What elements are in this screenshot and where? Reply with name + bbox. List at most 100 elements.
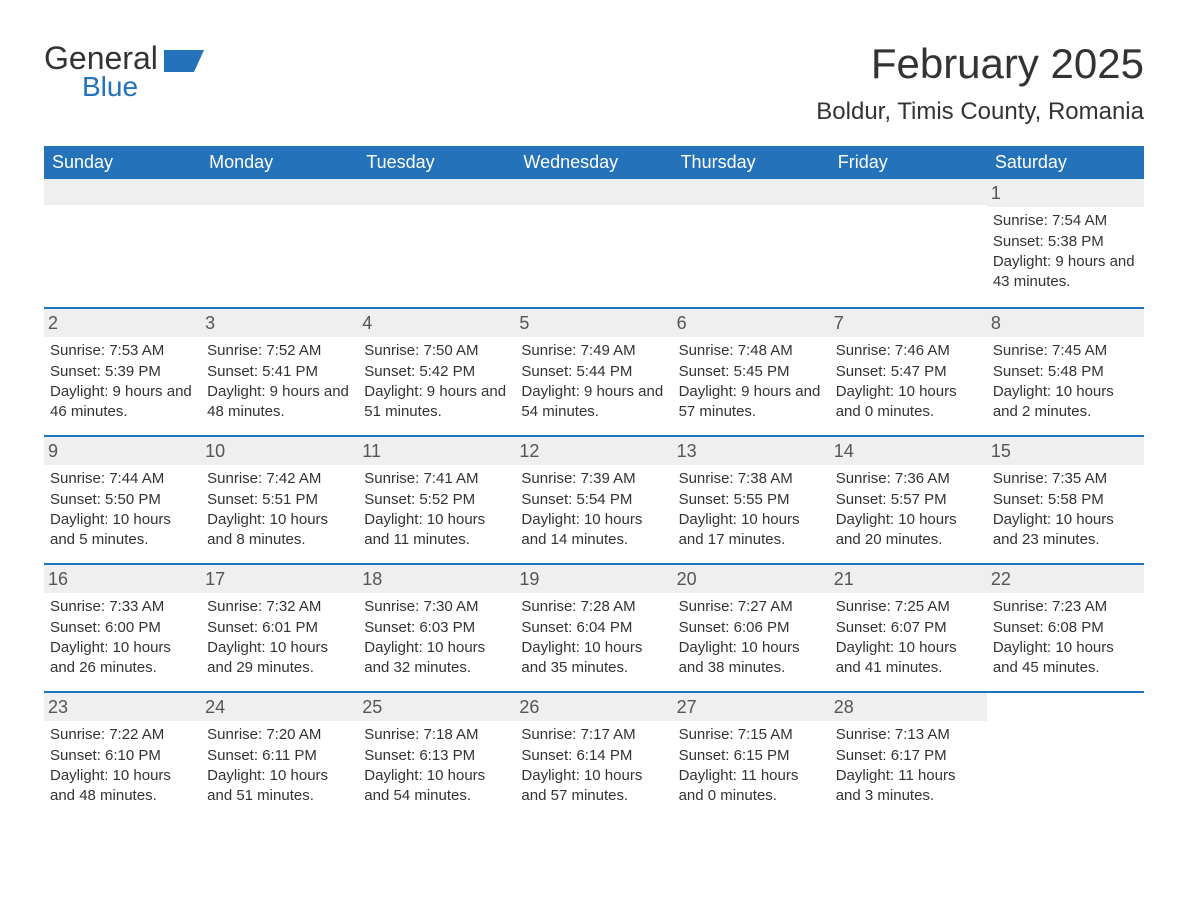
day-cell: 20Sunrise: 7:27 AMSunset: 6:06 PMDayligh… [673, 565, 830, 691]
empty-day [515, 179, 672, 205]
day-number: 26 [515, 693, 672, 721]
day-number: 9 [44, 437, 201, 465]
day-cell: 7Sunrise: 7:46 AMSunset: 5:47 PMDaylight… [830, 309, 987, 435]
sunrise-text: Sunrise: 7:39 AM [521, 469, 666, 489]
sunset-text: Sunset: 6:03 PM [364, 618, 509, 638]
day-cell: 9 Sunrise: 7:44 AMSunset: 5:50 PMDaylight… [44, 437, 201, 563]
day-cell: 19Sunrise: 7:28 AMSunset: 6:04 PMDayligh… [515, 565, 672, 691]
day-cell: 17Sunrise: 7:32 AMSunset: 6:01 PMDayligh… [201, 565, 358, 691]
daylight-text: Daylight: 10 hours and 29 minutes. [207, 638, 352, 679]
day-cell [673, 179, 830, 307]
sunrise-text: Sunrise: 7:28 AM [521, 597, 666, 617]
day-cell: 13Sunrise: 7:38 AMSunset: 5:55 PMDayligh… [673, 437, 830, 563]
sunrise-text: Sunrise: 7:30 AM [364, 597, 509, 617]
empty-day [358, 179, 515, 205]
day-info: Sunrise: 7:32 AMSunset: 6:01 PMDaylight:… [207, 597, 352, 678]
weekday-header-cell: Sunday [44, 146, 201, 179]
day-cell: 8Sunrise: 7:45 AMSunset: 5:48 PMDaylight… [987, 309, 1144, 435]
day-cell: 6Sunrise: 7:48 AMSunset: 5:45 PMDaylight… [673, 309, 830, 435]
sunrise-text: Sunrise: 7:50 AM [364, 341, 509, 361]
daylight-text: Daylight: 10 hours and 5 minutes. [50, 510, 195, 551]
daylight-text: Daylight: 9 hours and 51 minutes. [364, 382, 509, 423]
weekday-header-cell: Thursday [673, 146, 830, 179]
logo: General Blue [44, 40, 204, 103]
daylight-text: Daylight: 10 hours and 11 minutes. [364, 510, 509, 551]
day-info: Sunrise: 7:46 AMSunset: 5:47 PMDaylight:… [836, 341, 981, 422]
sunrise-text: Sunrise: 7:17 AM [521, 725, 666, 745]
sunset-text: Sunset: 6:17 PM [836, 746, 981, 766]
sunrise-text: Sunrise: 7:15 AM [679, 725, 824, 745]
daylight-text: Daylight: 10 hours and 2 minutes. [993, 382, 1138, 423]
calendar: SundayMondayTuesdayWednesdayThursdayFrid… [44, 146, 1144, 819]
daylight-text: Daylight: 10 hours and 41 minutes. [836, 638, 981, 679]
sunrise-text: Sunrise: 7:25 AM [836, 597, 981, 617]
week-row: 23Sunrise: 7:22 AMSunset: 6:10 PMDayligh… [44, 691, 1144, 819]
sunset-text: Sunset: 5:58 PM [993, 490, 1138, 510]
day-info: Sunrise: 7:44 AMSunset: 5:50 PMDaylight:… [50, 469, 195, 550]
day-number: 10 [201, 437, 358, 465]
daylight-text: Daylight: 10 hours and 14 minutes. [521, 510, 666, 551]
sunset-text: Sunset: 5:45 PM [679, 362, 824, 382]
day-number: 5 [515, 309, 672, 337]
day-info: Sunrise: 7:17 AMSunset: 6:14 PMDaylight:… [521, 725, 666, 806]
sunrise-text: Sunrise: 7:22 AM [50, 725, 195, 745]
daylight-text: Daylight: 10 hours and 51 minutes. [207, 766, 352, 807]
sunset-text: Sunset: 6:13 PM [364, 746, 509, 766]
day-number: 25 [358, 693, 515, 721]
daylight-text: Daylight: 10 hours and 17 minutes. [679, 510, 824, 551]
daylight-text: Daylight: 10 hours and 8 minutes. [207, 510, 352, 551]
weekday-header-row: SundayMondayTuesdayWednesdayThursdayFrid… [44, 146, 1144, 179]
day-info: Sunrise: 7:22 AMSunset: 6:10 PMDaylight:… [50, 725, 195, 806]
sunrise-text: Sunrise: 7:41 AM [364, 469, 509, 489]
day-info: Sunrise: 7:39 AMSunset: 5:54 PMDaylight:… [521, 469, 666, 550]
day-cell: 5Sunrise: 7:49 AMSunset: 5:44 PMDaylight… [515, 309, 672, 435]
weekday-header-cell: Tuesday [358, 146, 515, 179]
title-block: February 2025 Boldur, Timis County, Roma… [816, 40, 1144, 126]
week-row: 2Sunrise: 7:53 AMSunset: 5:39 PMDaylight… [44, 307, 1144, 435]
day-cell: 2Sunrise: 7:53 AMSunset: 5:39 PMDaylight… [44, 309, 201, 435]
sunset-text: Sunset: 5:47 PM [836, 362, 981, 382]
sunset-text: Sunset: 5:42 PM [364, 362, 509, 382]
day-cell [358, 179, 515, 307]
sunrise-text: Sunrise: 7:46 AM [836, 341, 981, 361]
sunset-text: Sunset: 5:39 PM [50, 362, 195, 382]
day-cell [987, 693, 1144, 819]
sunrise-text: Sunrise: 7:42 AM [207, 469, 352, 489]
day-number: 8 [987, 309, 1144, 337]
daylight-text: Daylight: 11 hours and 3 minutes. [836, 766, 981, 807]
day-cell: 1Sunrise: 7:54 AMSunset: 5:38 PMDaylight… [987, 179, 1144, 307]
day-number: 15 [987, 437, 1144, 465]
day-info: Sunrise: 7:50 AMSunset: 5:42 PMDaylight:… [364, 341, 509, 422]
sunrise-text: Sunrise: 7:23 AM [993, 597, 1138, 617]
daylight-text: Daylight: 10 hours and 35 minutes. [521, 638, 666, 679]
day-number: 22 [987, 565, 1144, 593]
day-number: 16 [44, 565, 201, 593]
day-number: 14 [830, 437, 987, 465]
day-info: Sunrise: 7:25 AMSunset: 6:07 PMDaylight:… [836, 597, 981, 678]
sunrise-text: Sunrise: 7:53 AM [50, 341, 195, 361]
day-cell: 12Sunrise: 7:39 AMSunset: 5:54 PMDayligh… [515, 437, 672, 563]
day-info: Sunrise: 7:13 AMSunset: 6:17 PMDaylight:… [836, 725, 981, 806]
sunset-text: Sunset: 5:44 PM [521, 362, 666, 382]
sunset-text: Sunset: 5:52 PM [364, 490, 509, 510]
daylight-text: Daylight: 10 hours and 48 minutes. [50, 766, 195, 807]
day-cell: 28Sunrise: 7:13 AMSunset: 6:17 PMDayligh… [830, 693, 987, 819]
sunset-text: Sunset: 6:06 PM [679, 618, 824, 638]
daylight-text: Daylight: 10 hours and 32 minutes. [364, 638, 509, 679]
daylight-text: Daylight: 10 hours and 0 minutes. [836, 382, 981, 423]
location-text: Boldur, Timis County, Romania [816, 98, 1144, 126]
day-cell: 26 Sunrise: 7:17 AMSunset: 6:14 PMDayligh… [515, 693, 672, 819]
day-info: Sunrise: 7:52 AMSunset: 5:41 PMDaylight:… [207, 341, 352, 422]
day-info: Sunrise: 7:54 AMSunset: 5:38 PMDaylight:… [993, 211, 1138, 292]
day-number: 4 [358, 309, 515, 337]
daylight-text: Daylight: 10 hours and 57 minutes. [521, 766, 666, 807]
day-number: 3 [201, 309, 358, 337]
sunset-text: Sunset: 5:51 PM [207, 490, 352, 510]
sunset-text: Sunset: 6:01 PM [207, 618, 352, 638]
sunset-text: Sunset: 6:10 PM [50, 746, 195, 766]
day-number: 18 [358, 565, 515, 593]
daylight-text: Daylight: 10 hours and 45 minutes. [993, 638, 1138, 679]
sunrise-text: Sunrise: 7:38 AM [679, 469, 824, 489]
day-info: Sunrise: 7:18 AMSunset: 6:13 PMDaylight:… [364, 725, 509, 806]
day-cell: 22Sunrise: 7:23 AMSunset: 6:08 PMDayligh… [987, 565, 1144, 691]
